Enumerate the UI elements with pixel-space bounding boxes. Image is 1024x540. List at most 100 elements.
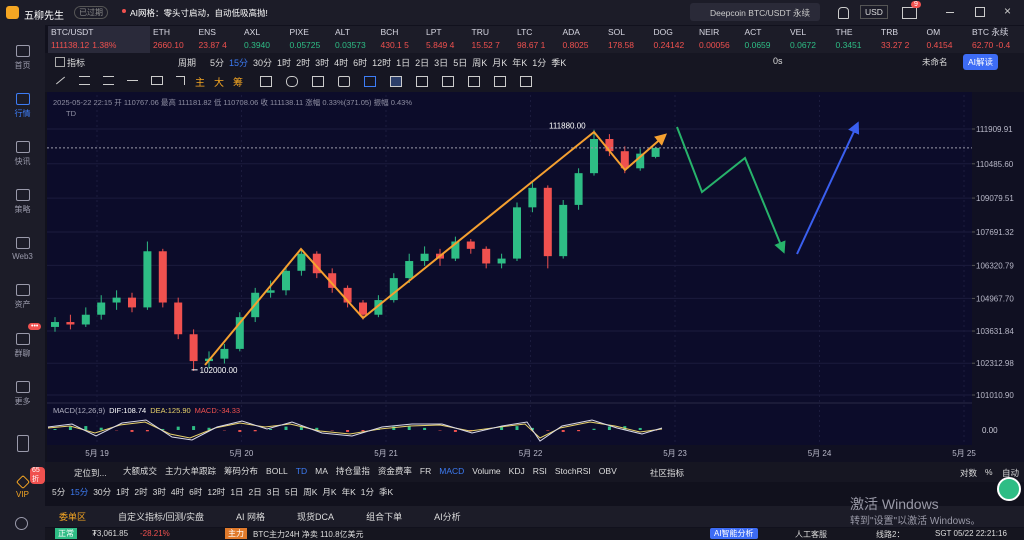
sidebar-item[interactable]: 资产 bbox=[0, 284, 45, 310]
ticker[interactable]: BTC 永续 62.70 -0.4 bbox=[969, 26, 1015, 53]
overlay-tool[interactable]: 大 bbox=[214, 78, 224, 89]
indicator-button[interactable]: FR bbox=[419, 466, 432, 476]
vip-item[interactable]: VIP bbox=[0, 474, 45, 499]
indicator-button[interactable]: MA bbox=[315, 466, 328, 476]
tool-icon[interactable] bbox=[260, 76, 272, 87]
percent-toggle[interactable]: % bbox=[985, 467, 993, 477]
auto-toggle[interactable]: 自动 bbox=[1002, 468, 1020, 478]
indicator-button[interactable]: 主力大单跟踪 bbox=[165, 466, 217, 476]
currency-select[interactable]: USD bbox=[860, 5, 888, 19]
ticker[interactable]: LPT 5.849 4 bbox=[423, 26, 469, 53]
period-button[interactable]: 4时 bbox=[334, 57, 349, 68]
tab[interactable]: 自定义指标/回测/实盘 bbox=[118, 512, 205, 522]
period-button[interactable]: 1分 bbox=[360, 487, 374, 497]
sidebar-item[interactable]: 首页 bbox=[0, 45, 45, 71]
ticker[interactable]: ETH 2660.10 bbox=[150, 26, 196, 53]
ticker[interactable]: OM 0.4154 bbox=[924, 26, 970, 53]
period-label[interactable]: 周期 bbox=[178, 58, 197, 68]
fib-tool[interactable] bbox=[176, 76, 185, 85]
period-button[interactable]: 2日 bbox=[415, 57, 430, 68]
line-label[interactable]: 线路2： bbox=[876, 530, 905, 539]
period-button[interactable]: 1时 bbox=[116, 487, 130, 497]
period-button[interactable]: 30分 bbox=[253, 57, 273, 68]
indicator-button[interactable]: 持仓量指 bbox=[335, 466, 370, 476]
period-button[interactable]: 1日 bbox=[230, 487, 244, 497]
promo-text[interactable]: AI网格：零头寸启动，自动低吸高抛! bbox=[130, 8, 268, 18]
ticker[interactable]: VEL 0.0672 bbox=[787, 26, 833, 53]
sidebar-item[interactable]: 策略 bbox=[0, 189, 45, 215]
ticker[interactable]: BCH 430.1 5 bbox=[378, 26, 424, 53]
tool-icon[interactable] bbox=[364, 76, 376, 87]
indicator-button[interactable]: BOLL bbox=[266, 466, 288, 476]
period-button[interactable]: 年K bbox=[341, 487, 356, 497]
ticker[interactable]: TRB 33.27 2 bbox=[878, 26, 924, 53]
ticker[interactable]: AXL 0.3940 bbox=[241, 26, 287, 53]
period-button[interactable]: 4时 bbox=[170, 487, 185, 497]
tool-icon[interactable] bbox=[286, 76, 298, 87]
period-button[interactable]: 3时 bbox=[315, 57, 330, 68]
tool-icon[interactable] bbox=[494, 76, 506, 87]
status-news[interactable]: BTC主力24H 净卖 110.8亿美元 bbox=[253, 530, 364, 539]
ticker[interactable]: BTC/USDT 111138.12 1.38% bbox=[48, 26, 150, 53]
period-button[interactable]: 1日 bbox=[396, 57, 411, 68]
period-button[interactable]: 5分 bbox=[210, 57, 225, 68]
seconds-label[interactable]: 0s bbox=[773, 56, 783, 66]
tool-icon[interactable] bbox=[416, 76, 428, 87]
app-logo[interactable] bbox=[997, 477, 1021, 501]
indicator-button[interactable]: StochRSI bbox=[554, 466, 591, 476]
ticker[interactable]: TRU 15.52 7 bbox=[469, 26, 515, 53]
period-button[interactable]: 月K bbox=[322, 487, 337, 497]
mail-icon[interactable] bbox=[902, 7, 917, 19]
indicator-button[interactable]: 筹码分布 bbox=[224, 466, 259, 476]
indicator-button[interactable]: OBV bbox=[598, 466, 617, 476]
ticker[interactable]: LTC 98.67 1 bbox=[514, 26, 560, 53]
ticker[interactable]: ADA 0.8025 bbox=[560, 26, 606, 53]
macd-label[interactable]: MACD(12,26,9) bbox=[53, 406, 106, 415]
period-button[interactable]: 5日 bbox=[453, 57, 468, 68]
expired-badge[interactable]: 已过期 bbox=[74, 6, 108, 19]
td-label[interactable]: TD bbox=[66, 109, 76, 118]
period-button[interactable]: 季K bbox=[379, 487, 394, 497]
period-button[interactable]: 3日 bbox=[266, 487, 281, 497]
sidebar-item[interactable]: 行情 bbox=[0, 93, 45, 119]
period-button[interactable]: 1分 bbox=[532, 57, 547, 68]
community-indicators[interactable]: 社区指标 bbox=[650, 468, 685, 478]
period-button[interactable]: 周K bbox=[303, 487, 318, 497]
sidebar-item[interactable]: Web3 bbox=[0, 237, 45, 261]
tool-icon[interactable] bbox=[338, 76, 350, 87]
indicator-button[interactable]: KDJ bbox=[508, 466, 525, 476]
tab[interactable]: AI分析 bbox=[434, 512, 461, 522]
horizontal-tool[interactable] bbox=[127, 80, 138, 81]
period-button[interactable]: 6时 bbox=[189, 487, 203, 497]
tab[interactable]: 委单区 bbox=[59, 512, 87, 522]
period-button[interactable]: 周K bbox=[472, 57, 488, 68]
indicator-button[interactable]: 指标 bbox=[67, 58, 86, 68]
tool-icon[interactable] bbox=[312, 76, 324, 87]
channel-tool[interactable] bbox=[79, 76, 90, 85]
tab[interactable]: AI 网格 bbox=[236, 512, 266, 522]
indicator-button[interactable]: 大额成交 bbox=[123, 466, 158, 476]
ticker[interactable]: DOG 0.24142 bbox=[651, 26, 697, 53]
log-toggle[interactable]: 对数 bbox=[960, 468, 978, 478]
tab[interactable]: 组合下单 bbox=[366, 512, 403, 522]
ticker[interactable]: ALT 0.03573 bbox=[332, 26, 378, 53]
indicator-button[interactable]: Volume bbox=[472, 466, 501, 476]
indicator-button[interactable]: 资金费率 bbox=[377, 466, 412, 476]
period-button[interactable]: 3日 bbox=[434, 57, 449, 68]
sidebar-item[interactable]: 更多 bbox=[0, 381, 45, 407]
tool-icon[interactable] bbox=[442, 76, 454, 87]
period-button[interactable]: 5日 bbox=[285, 487, 299, 497]
ticker[interactable]: NEIR 0.00056 bbox=[696, 26, 742, 53]
ticker[interactable]: ACT 0.0659 bbox=[742, 26, 788, 53]
close-button[interactable]: × bbox=[1004, 4, 1012, 18]
parallel-tool[interactable] bbox=[103, 76, 114, 85]
rect-tool[interactable] bbox=[151, 76, 163, 85]
period-button[interactable]: 月K bbox=[492, 57, 508, 68]
period-button[interactable]: 5分 bbox=[52, 487, 66, 497]
period-button[interactable]: 3时 bbox=[152, 487, 166, 497]
ticker[interactable]: SOL 178.58 bbox=[605, 26, 651, 53]
period-button[interactable]: 15分 bbox=[70, 487, 89, 497]
service-button[interactable]: 人工客服 bbox=[795, 530, 827, 539]
search-box[interactable]: Deepcoin BTC/USDT 永续 bbox=[690, 3, 820, 21]
maximize-button[interactable] bbox=[975, 7, 985, 17]
